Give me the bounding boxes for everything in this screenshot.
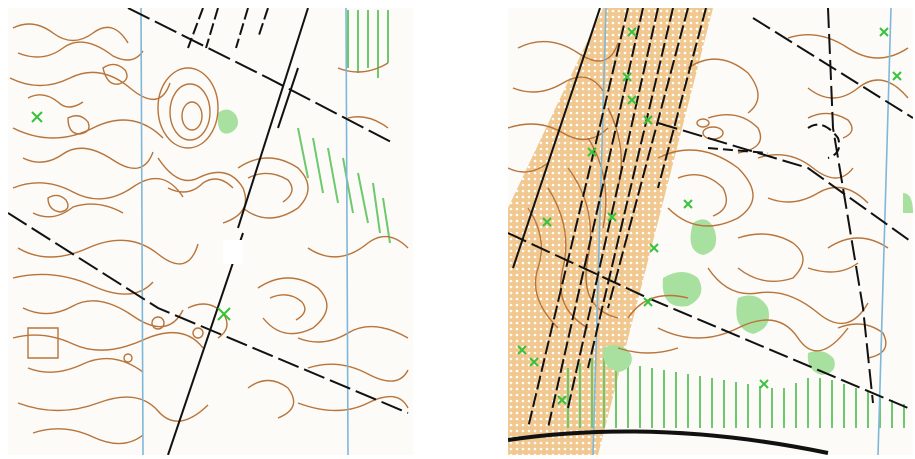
contour-lines [9, 23, 409, 445]
magnetic-north-lines [592, 8, 892, 455]
green-patches [602, 193, 913, 375]
left-map-svg [8, 8, 409, 455]
tracks [508, 8, 913, 455]
clearing [223, 240, 243, 264]
left-map-panel [8, 8, 413, 455]
vegetation-crosses [31, 111, 231, 321]
right-map-svg [508, 8, 913, 455]
magnetic-north-lines [140, 8, 349, 455]
rough-open-strip [508, 8, 713, 455]
green-patch [217, 109, 238, 134]
tracks [8, 8, 409, 455]
contour-lines [508, 33, 909, 359]
undergrowth-stripes [297, 10, 391, 244]
vegetation-crosses [517, 27, 902, 405]
right-map-panel [508, 8, 913, 455]
undergrowth-stripes [567, 358, 905, 428]
